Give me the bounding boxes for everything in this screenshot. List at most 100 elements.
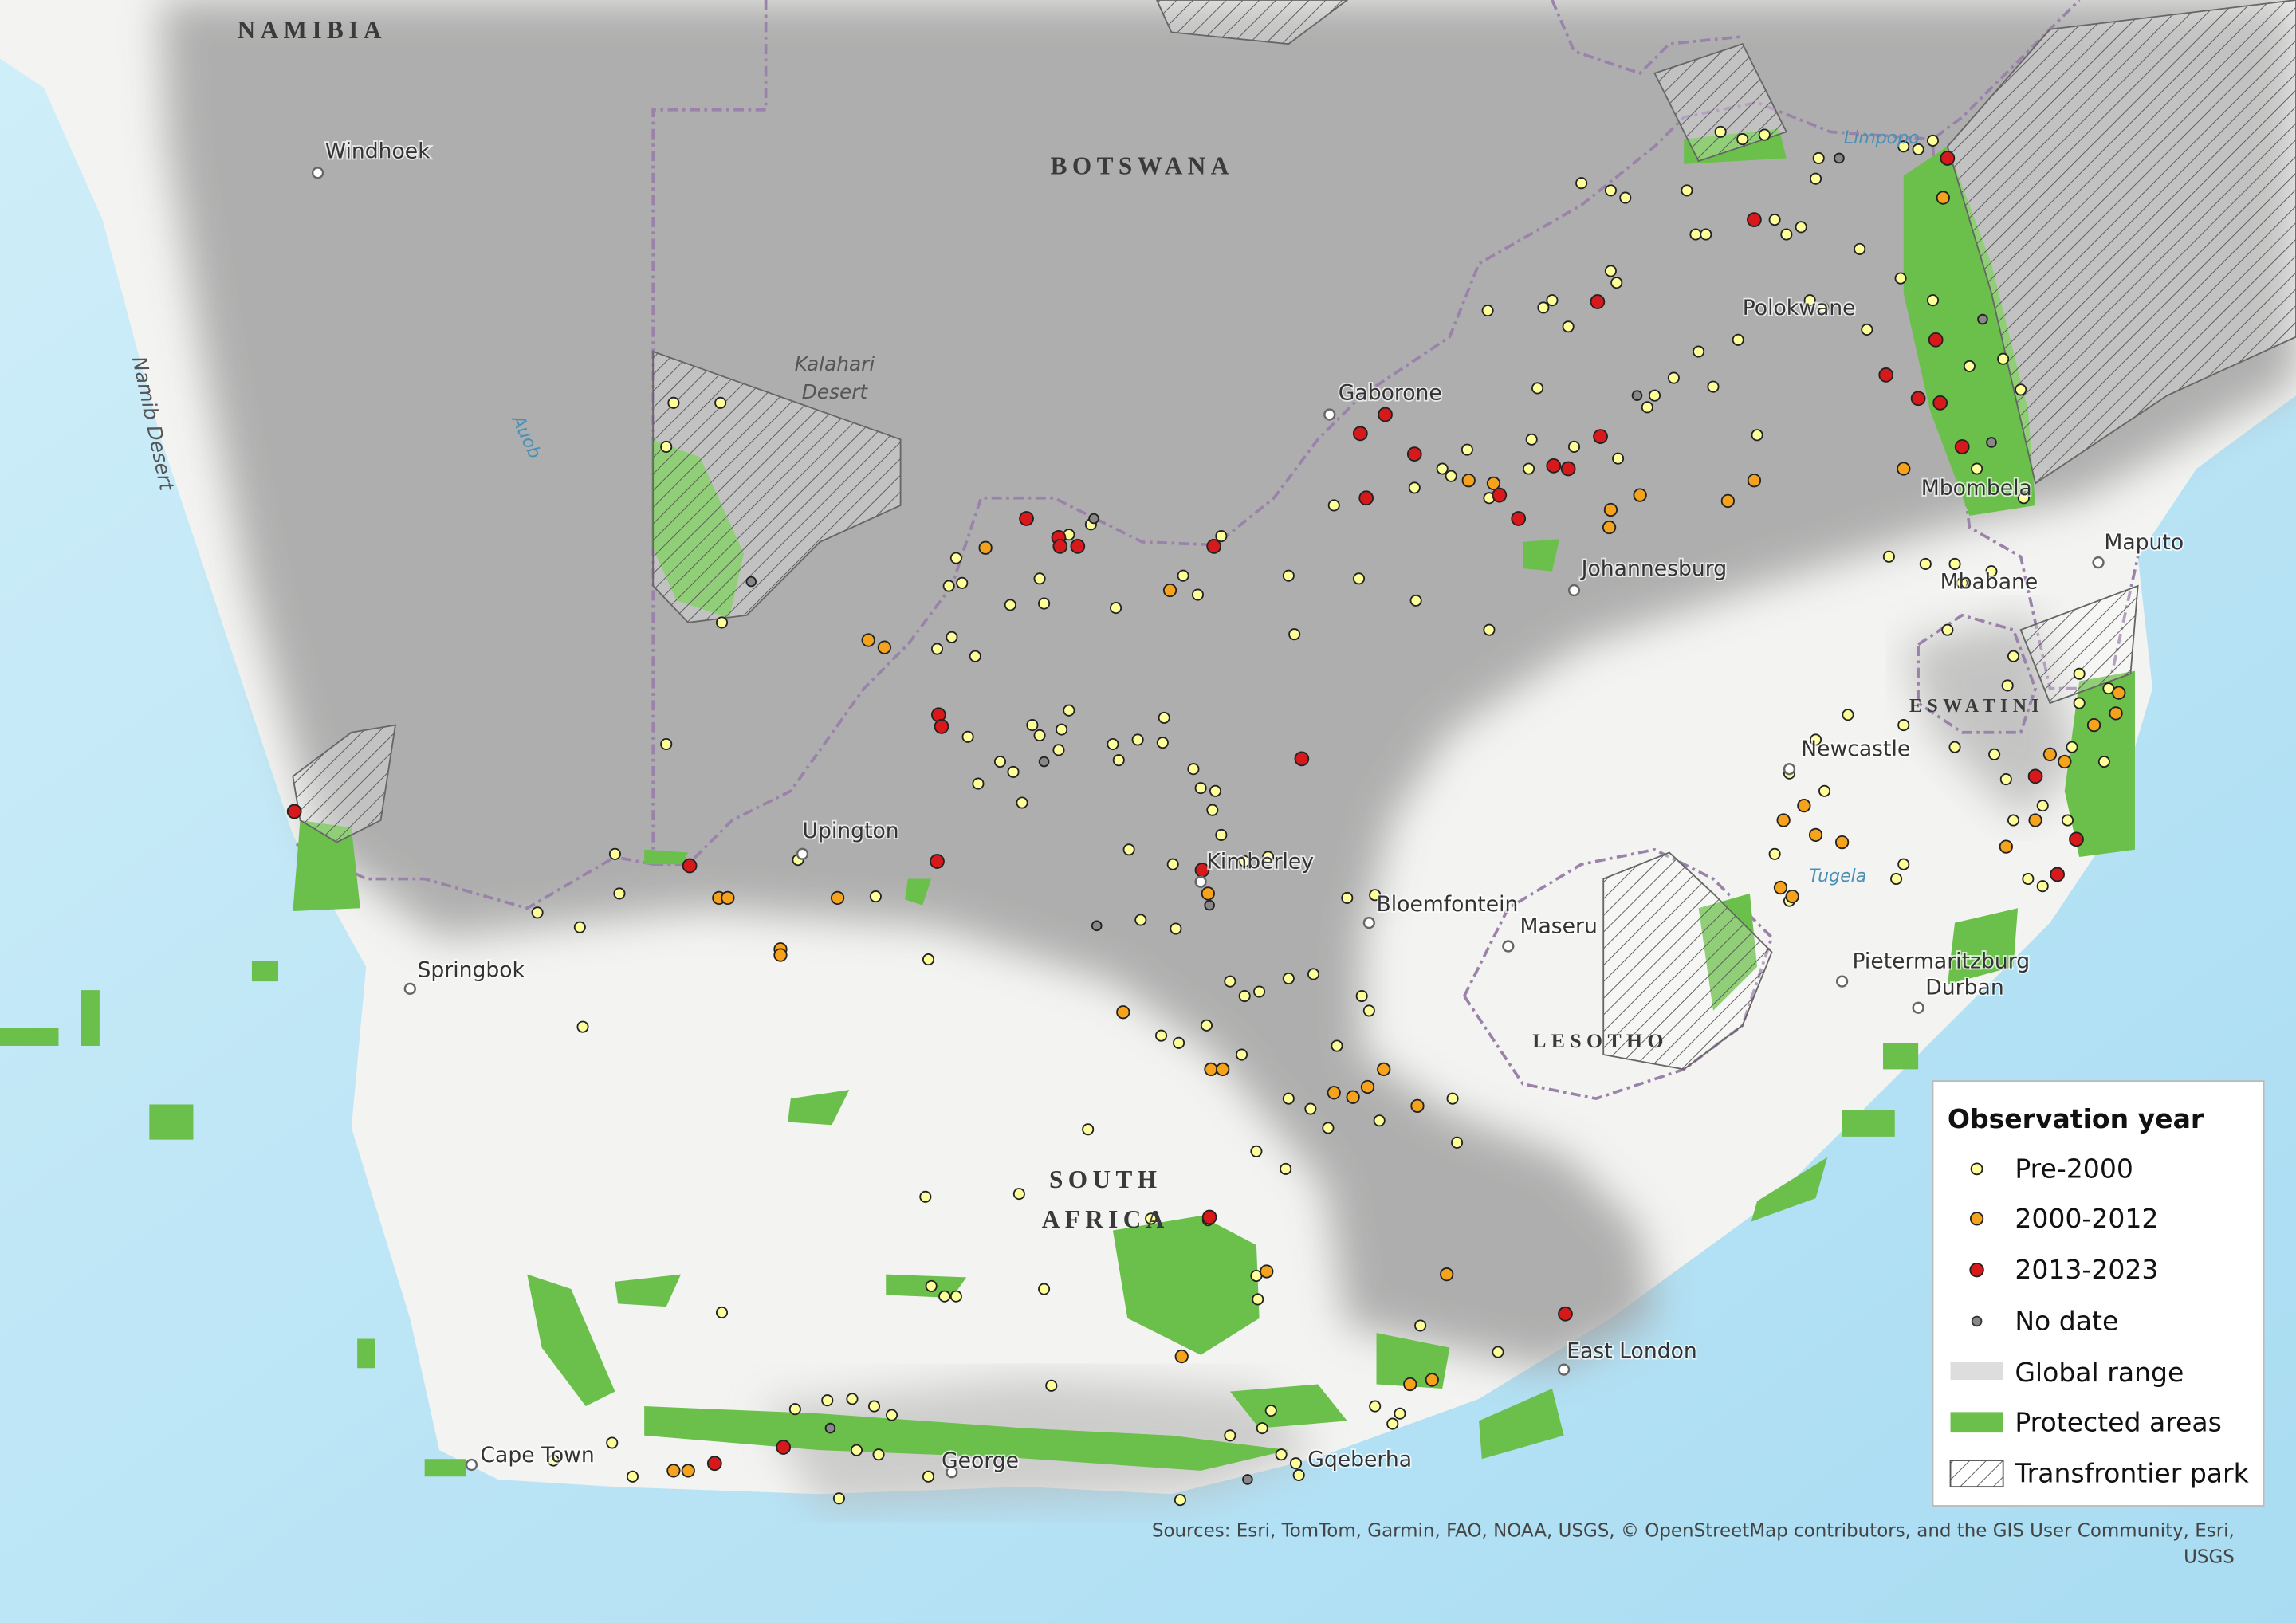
observation-point (1882, 550, 1895, 563)
legend-label: 2000-2012 (2015, 1203, 2158, 1234)
observation-point (846, 1393, 859, 1405)
observation-point (1780, 228, 1793, 241)
observation-point (2069, 831, 2084, 847)
protected-area (1112, 1216, 1260, 1355)
observation-point (1523, 462, 1535, 475)
country-label: SOUTH AFRICA (1041, 1165, 1170, 1234)
observation-point (1461, 443, 1473, 456)
observation-point (1445, 470, 1457, 482)
observation-point (850, 1444, 863, 1456)
observation-point (1604, 265, 1617, 277)
observation-point (1681, 184, 1693, 197)
observation-point (1940, 151, 1956, 166)
observation-point (1689, 228, 1702, 241)
city-label: Polokwane (1743, 296, 1856, 320)
observation-point (1327, 1086, 1341, 1100)
observation-point (1166, 858, 1179, 870)
observation-point (956, 576, 969, 589)
observation-point (1776, 813, 1791, 827)
city-marker (1502, 940, 1515, 953)
observation-point (930, 854, 945, 869)
observation-point (547, 1454, 560, 1467)
city-label: Springbok (417, 958, 525, 983)
observation-point (1631, 390, 1643, 401)
attribution-box: Sources: Esri, TomTom, Garmin, FAO, NOAA… (1152, 1519, 2235, 1568)
observation-point (1110, 602, 1122, 615)
observation-point (1897, 462, 1911, 476)
observation-point (1215, 828, 1228, 841)
observation-point (1818, 784, 1831, 797)
observation-point (1215, 530, 1228, 543)
observation-point (1260, 1264, 1274, 1279)
observation-point (1236, 1048, 1248, 1061)
observation-point (2058, 754, 2072, 769)
observation-point (1897, 858, 1910, 870)
observation-point (1812, 151, 1825, 164)
observation-point (1936, 191, 1950, 205)
observation-point (1238, 989, 1251, 1003)
legend-symbol (1969, 1262, 1984, 1278)
observation-point (1289, 1457, 1303, 1470)
city-label: Upington (803, 819, 899, 843)
observation-point (2073, 667, 2086, 680)
observation-point (1082, 1123, 1095, 1136)
observation-point (1511, 511, 1527, 526)
observation-point (667, 396, 680, 409)
legend-title: Observation year (1948, 1103, 2204, 1134)
city-label: Bloemfontein (1377, 892, 1519, 917)
observation-point (1410, 1098, 1425, 1113)
observation-point (1861, 323, 1873, 336)
observation-point (1174, 1349, 1189, 1364)
observation-point (1224, 1429, 1236, 1442)
observation-point (666, 1464, 681, 1478)
observation-point (1403, 1377, 1417, 1392)
observation-point (706, 1456, 722, 1472)
country-label: NAMIBIA (238, 16, 387, 44)
observation-point (1204, 1062, 1218, 1077)
observation-point (1331, 1039, 1343, 1052)
observation-point (1633, 488, 1647, 502)
observation-point (1280, 1162, 1292, 1175)
observation-point (626, 1470, 639, 1483)
observation-point (1834, 835, 1850, 850)
observation-point (1250, 1145, 1263, 1157)
observation-point (1602, 520, 1617, 535)
observation-point (1747, 212, 1762, 228)
observation-point (660, 737, 673, 751)
observation-point (886, 1409, 898, 1421)
observation-point (942, 580, 955, 592)
observation-point (1720, 493, 1735, 509)
city-markers (311, 167, 2105, 1479)
observation-point (1275, 1448, 1288, 1461)
observation-point (1446, 1092, 1459, 1105)
observation-point (978, 540, 993, 555)
observation-point (1177, 569, 1189, 582)
observation-point (1045, 1379, 1058, 1392)
observation-point (2112, 686, 2126, 700)
feature-label-box: Kalahari Desert (794, 352, 875, 405)
observation-point (1817, 301, 1830, 314)
observation-point (1997, 352, 2010, 365)
feature-label: Kalahari Desert (794, 352, 875, 405)
observation-point (2015, 383, 2027, 396)
observation-point (1999, 839, 2013, 854)
observation-point (715, 616, 729, 629)
observation-point (1758, 128, 1771, 141)
city-marker (1783, 763, 1796, 776)
observation-point (1932, 395, 1948, 411)
legend-symbol (1950, 1362, 2003, 1380)
observation-point (1173, 1036, 1185, 1049)
observation-point (1294, 751, 1310, 767)
observation-point (1341, 891, 1354, 904)
observation-point (608, 847, 621, 860)
observation-point (1038, 1283, 1051, 1295)
observation-point (2036, 800, 2049, 812)
observation-point (1461, 474, 1476, 488)
observation-point (1985, 565, 1998, 578)
observation-point (776, 1440, 792, 1455)
observation-point (1700, 228, 1712, 241)
observation-point (1604, 184, 1617, 197)
observation-point (1327, 499, 1340, 512)
observation-point (1486, 476, 1501, 491)
observation-point (949, 1290, 962, 1303)
